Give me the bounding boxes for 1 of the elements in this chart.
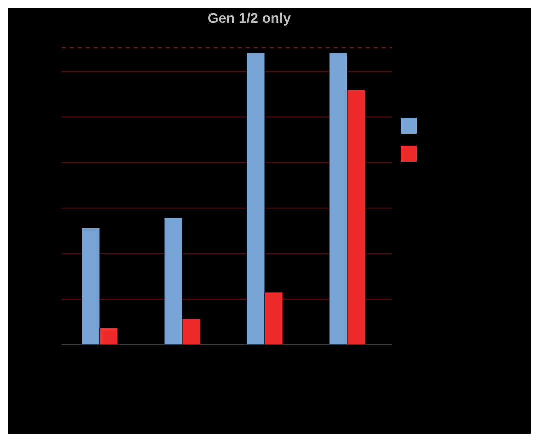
chart-title: Gen 1/2 only (208, 10, 292, 26)
